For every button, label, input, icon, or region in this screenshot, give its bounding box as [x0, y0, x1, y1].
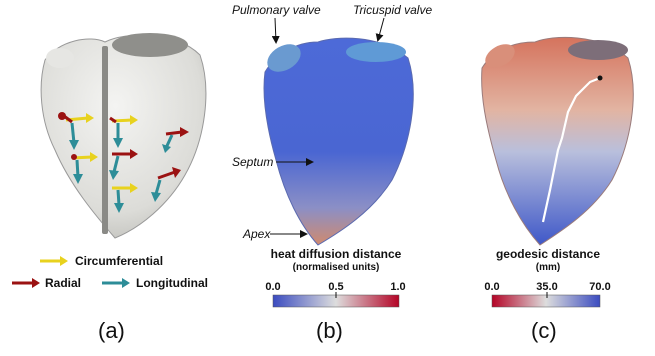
- colorbar-b-title: heat diffusion distance: [271, 247, 402, 261]
- panel-c-heart: [481, 36, 634, 246]
- legend-circumferential-label: Circumferential: [75, 254, 163, 268]
- annotation-apex: Apex: [242, 227, 271, 241]
- colorbar-b-tick-min: 0.0: [265, 281, 280, 293]
- colorbar-c: [491, 294, 601, 308]
- annotation-septum: Septum: [232, 155, 273, 169]
- colorbar-b-tick-mid: 0.5: [328, 281, 343, 293]
- colorbar-c-tick-mid: 35.0: [536, 281, 557, 293]
- legend-longitudinal-label: Longitudinal: [136, 276, 208, 290]
- annotation-tricuspid-valve: Tricuspid valve: [353, 3, 432, 17]
- colorbar-c-tick-max: 70.0: [589, 281, 610, 293]
- panel-a-label: (a): [98, 318, 125, 343]
- panel-b-heart: [263, 37, 414, 246]
- colorbar-b-subtitle: (normalised units): [293, 262, 380, 273]
- legend-radial-label: Radial: [45, 276, 81, 290]
- colorbar-b-tick-max: 1.0: [390, 281, 405, 293]
- panel-a-legend: [12, 256, 130, 288]
- colorbar-c-title: geodesic distance: [496, 247, 600, 261]
- colorbar-c-subtitle: (mm): [536, 262, 560, 273]
- panel-c-label: (c): [531, 318, 557, 343]
- colorbar-c-tick-min: 0.0: [484, 281, 499, 293]
- annotation-pulmonary-valve: Pulmonary valve: [232, 3, 321, 17]
- panel-a-heart: [40, 33, 207, 239]
- panel-b-label: (b): [316, 318, 343, 343]
- panel-a-vector-arrows: [58, 112, 189, 213]
- geodesic-path-line: [541, 76, 601, 223]
